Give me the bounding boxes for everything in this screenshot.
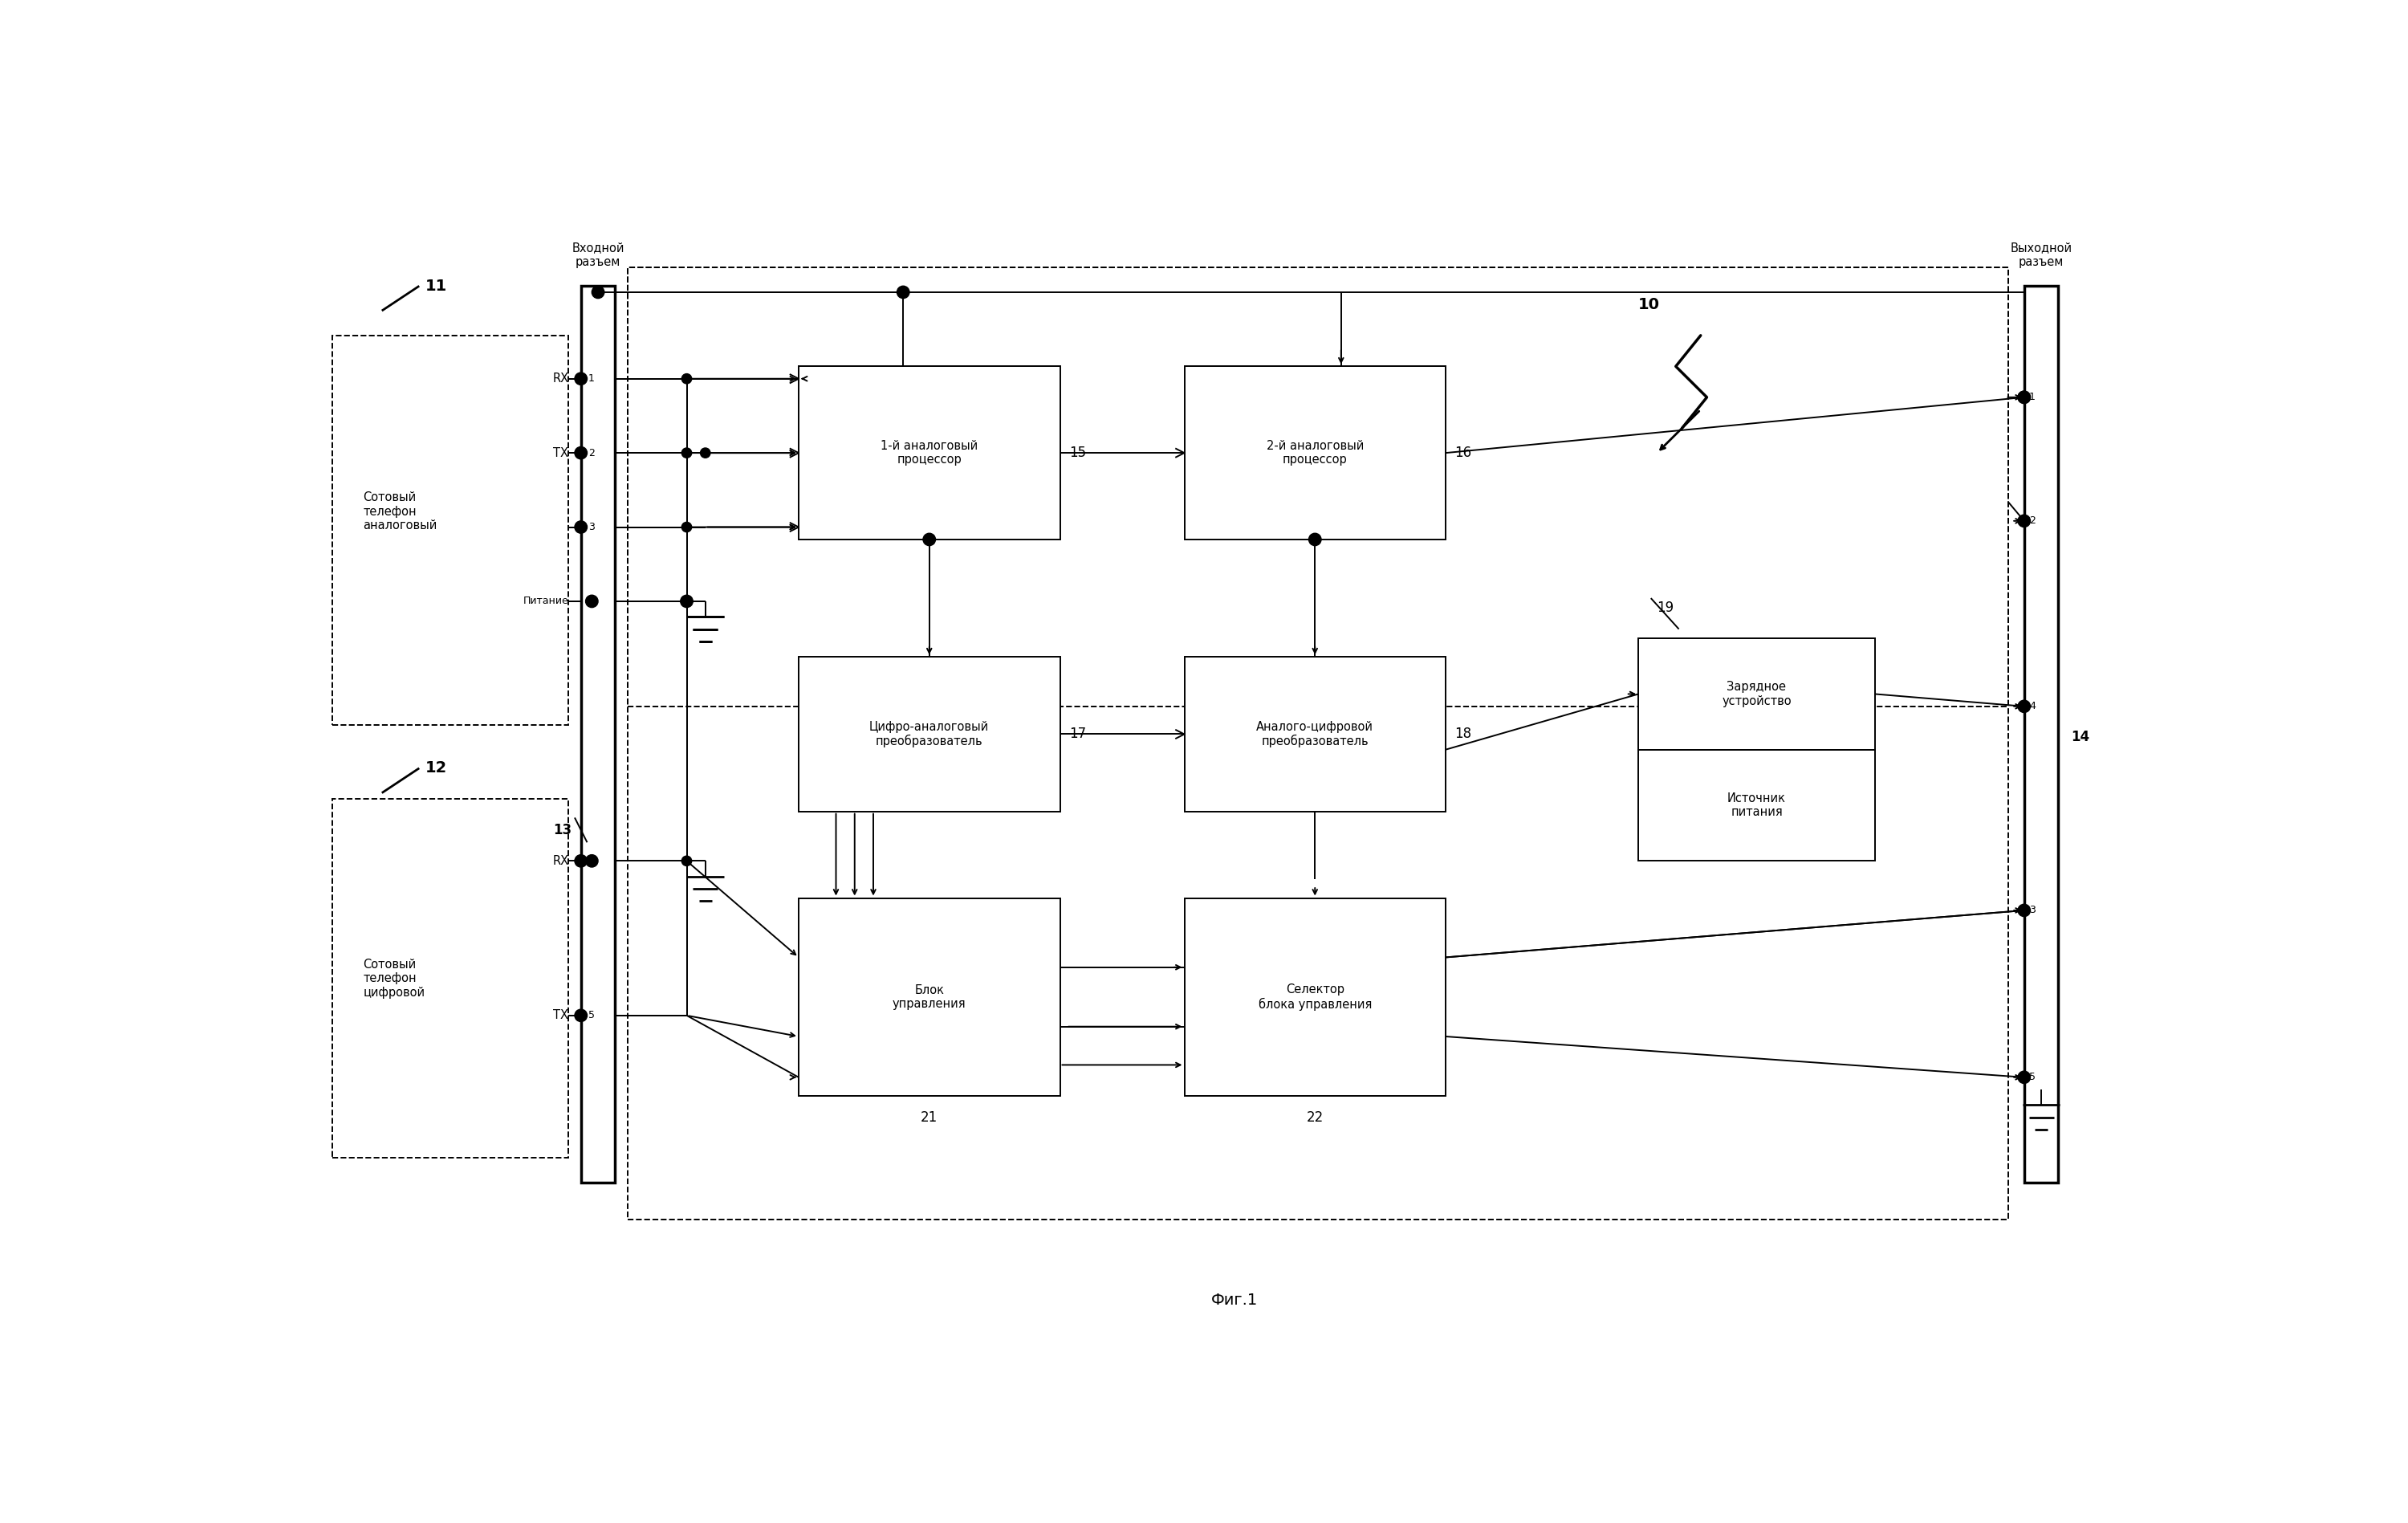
Bar [332, 800, 568, 1157]
Text: 2: 2 [588, 448, 595, 458]
Bar [1185, 899, 1445, 1097]
Circle shape [585, 854, 597, 867]
Text: Фиг.1: Фиг.1 [1211, 1292, 1257, 1307]
Circle shape [2018, 391, 2030, 404]
Bar [1185, 367, 1445, 539]
Bar [332, 335, 568, 725]
Text: 5: 5 [588, 1010, 595, 1020]
Circle shape [922, 533, 934, 545]
Text: 21: 21 [920, 1110, 937, 1124]
Text: 18: 18 [1454, 726, 1471, 742]
Text: 2-й аналоговый
процессор: 2-й аналоговый процессор [1267, 440, 1363, 466]
Bar [799, 899, 1060, 1097]
Text: Блок
управления: Блок управления [893, 984, 966, 1010]
Circle shape [896, 286, 910, 299]
Bar [799, 656, 1060, 812]
Circle shape [592, 286, 604, 299]
Text: Питание: Питание [523, 595, 568, 606]
Text: 1: 1 [2030, 391, 2035, 402]
Circle shape [576, 373, 588, 385]
Text: 4: 4 [588, 856, 595, 867]
Text: 2: 2 [2030, 516, 2035, 525]
Bar [1637, 638, 1876, 749]
Text: 11: 11 [426, 279, 448, 294]
Bar [2025, 286, 2059, 1182]
Text: RX: RX [551, 373, 568, 385]
Circle shape [576, 854, 588, 867]
Text: 14: 14 [2071, 730, 2090, 745]
Circle shape [585, 595, 597, 608]
Circle shape [1310, 533, 1322, 545]
Text: Источник
питания: Источник питания [1727, 792, 1787, 818]
Circle shape [576, 446, 588, 458]
Text: 1-й аналоговый
процессор: 1-й аналоговый процессор [881, 440, 978, 466]
Bar [628, 268, 2008, 1220]
Text: TX: TX [554, 446, 568, 458]
Text: Цифро-аналоговый
преобразователь: Цифро-аналоговый преобразователь [869, 720, 990, 748]
Text: 3: 3 [2030, 905, 2035, 915]
Text: RX: RX [551, 854, 568, 867]
Text: 19: 19 [1657, 600, 1674, 615]
Text: 13: 13 [554, 822, 571, 838]
Circle shape [2018, 701, 2030, 713]
Circle shape [681, 597, 691, 606]
Circle shape [2018, 905, 2030, 917]
Circle shape [701, 448, 710, 458]
Text: 3: 3 [588, 522, 595, 533]
Text: 16: 16 [1454, 446, 1471, 460]
Text: Селектор
блока управления: Селектор блока управления [1259, 984, 1373, 1010]
Text: TX: TX [554, 1010, 568, 1022]
Circle shape [681, 522, 691, 532]
Text: Входной
разъем: Входной разъем [571, 242, 624, 268]
Circle shape [681, 448, 691, 458]
Text: 4: 4 [2030, 701, 2035, 711]
Text: Зарядное
устройство: Зарядное устройство [1722, 681, 1792, 707]
Circle shape [681, 595, 694, 608]
Text: 17: 17 [1069, 726, 1086, 742]
Bar [628, 268, 2008, 707]
Text: Сотовый
телефон
цифровой: Сотовый телефон цифровой [364, 958, 426, 999]
Bar [1185, 656, 1445, 812]
Circle shape [681, 373, 691, 384]
Bar [799, 367, 1060, 539]
Circle shape [576, 1010, 588, 1022]
Bar [580, 286, 614, 1182]
Text: 10: 10 [1637, 297, 1659, 312]
Text: Выходной
разъем: Выходной разъем [2011, 242, 2073, 268]
Text: 15: 15 [1069, 446, 1086, 460]
Bar [1637, 749, 1876, 860]
Text: Сотовый
телефон
аналоговый: Сотовый телефон аналоговый [364, 492, 438, 532]
Circle shape [576, 521, 588, 533]
Text: 5: 5 [2030, 1072, 2035, 1083]
Text: Аналого-цифровой
преобразователь: Аналого-цифровой преобразователь [1257, 720, 1373, 748]
Circle shape [2018, 391, 2030, 404]
Text: 12: 12 [426, 760, 448, 775]
Text: 1: 1 [588, 373, 595, 384]
Circle shape [2018, 1071, 2030, 1083]
Circle shape [2018, 515, 2030, 527]
Circle shape [681, 856, 691, 867]
Text: 22: 22 [1308, 1110, 1324, 1124]
